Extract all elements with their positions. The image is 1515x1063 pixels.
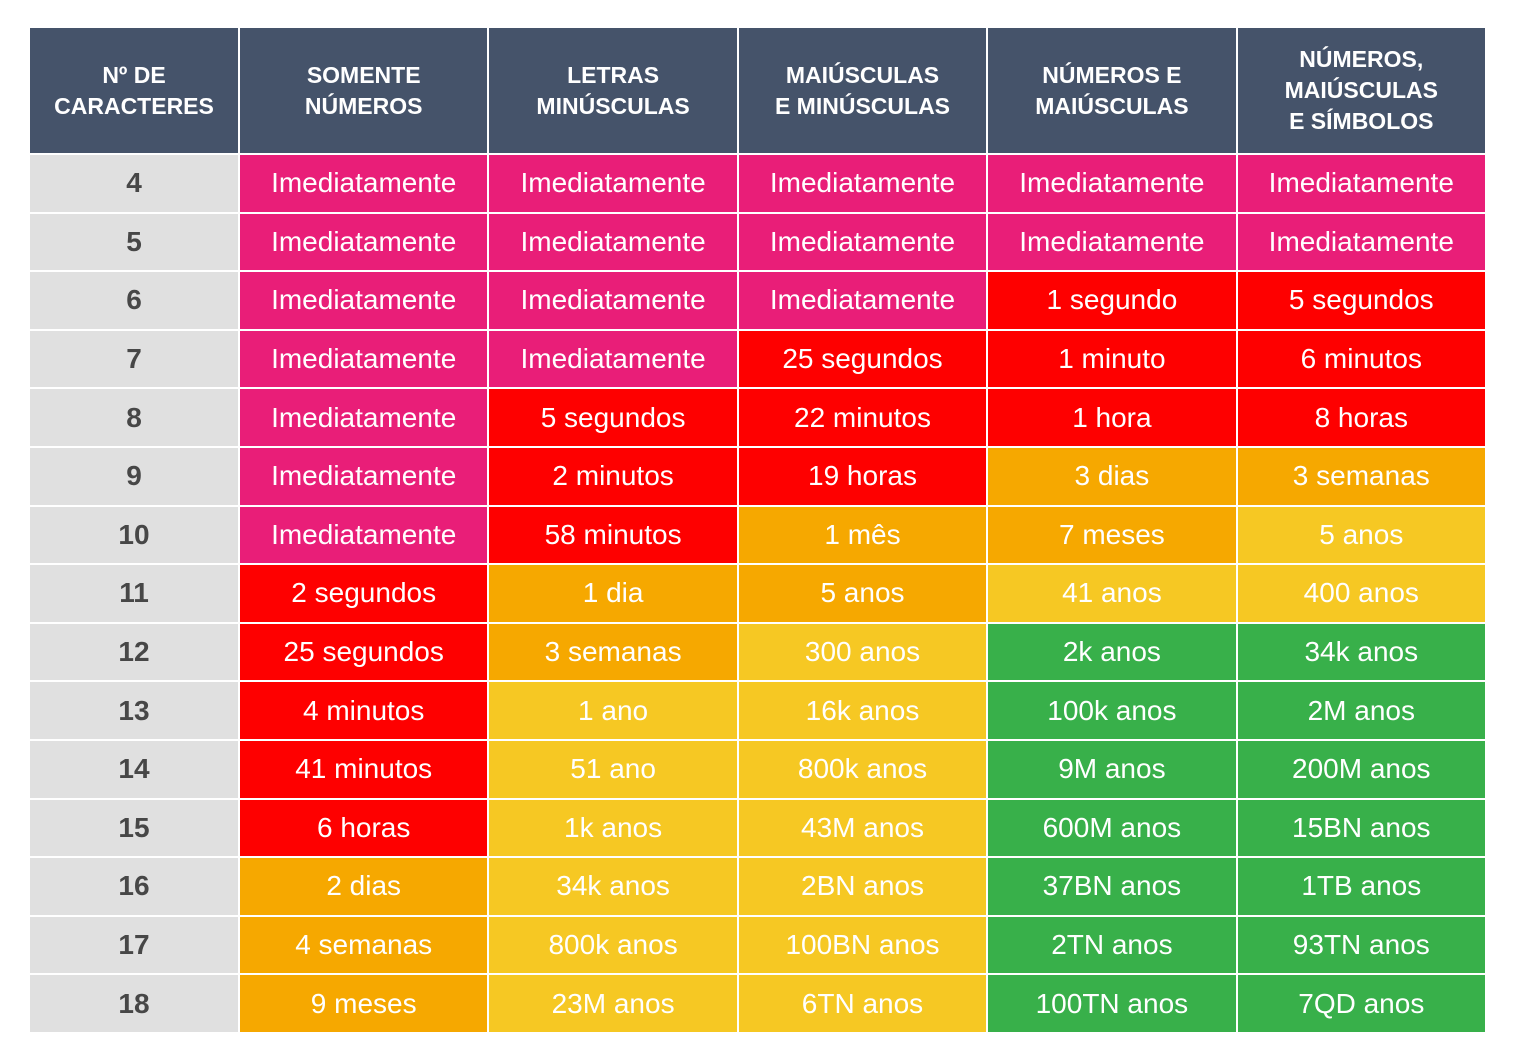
time-cell: Imediatamente [240, 506, 488, 564]
time-cell: 16k anos [738, 682, 987, 739]
time-cell: 7QD anos [1237, 975, 1485, 1032]
time-cell: 51 ano [489, 740, 737, 798]
time-cell: 19 horas [738, 447, 987, 505]
time-cell: 43M anos [738, 799, 987, 857]
password-table: Nº DE CARACTERES SOMENTE NÚMEROS LETRAS MI… [30, 28, 1485, 1032]
time-cell: 800k anos [738, 740, 987, 798]
time-cell: 5 anos [738, 565, 987, 622]
time-cell: 1 mês [738, 506, 987, 564]
time-cell: 23M anos [489, 975, 737, 1032]
time-cell: 22 minutos [738, 389, 987, 446]
time-cell: Imediatamente [240, 155, 488, 212]
time-cell: 34k anos [1237, 623, 1485, 681]
time-cell: 300 anos [738, 623, 987, 681]
time-cell: 4 minutos [240, 682, 488, 739]
time-cell: 7 meses [988, 506, 1236, 564]
time-cell: 3 semanas [1237, 447, 1485, 505]
time-cell: 6 minutos [1237, 330, 1485, 388]
time-cell: 9 meses [240, 975, 488, 1032]
time-cell: 41 anos [988, 565, 1236, 622]
time-cell: 15BN anos [1237, 799, 1485, 857]
time-cell: 100TN anos [988, 975, 1236, 1032]
time-cell: 2 segundos [240, 565, 488, 622]
time-cell: 2BN anos [738, 858, 987, 915]
time-cell: 4 semanas [240, 916, 488, 974]
time-cell: 58 minutos [489, 506, 737, 564]
char-count: 10 [30, 506, 238, 564]
time-cell: Imediatamente [240, 213, 488, 271]
time-cell: Imediatamente [489, 213, 737, 271]
time-cell: 100k anos [988, 682, 1236, 739]
time-cell: 3 dias [988, 447, 1236, 505]
char-count: 11 [30, 565, 238, 622]
time-cell: Imediatamente [240, 330, 488, 388]
time-cell: 2 minutos [489, 447, 737, 505]
time-cell: 34k anos [489, 858, 737, 915]
char-count: 9 [30, 447, 238, 505]
time-cell: 1 minuto [988, 330, 1236, 388]
time-cell: 1 hora [988, 389, 1236, 446]
time-cell: 1 dia [489, 565, 737, 622]
time-cell: 5 segundos [1237, 272, 1485, 329]
header-cell: SOMENTE NÚMEROS [240, 28, 488, 153]
time-cell: 1 ano [489, 682, 737, 739]
time-cell: 400 anos [1237, 565, 1485, 622]
time-cell: Imediatamente [738, 213, 987, 271]
char-count: 4 [30, 155, 238, 212]
char-count: 13 [30, 682, 238, 739]
header-cell: Nº DE CARACTERES [30, 28, 238, 153]
time-cell: 200M anos [1237, 740, 1485, 798]
time-cell: 9M anos [988, 740, 1236, 798]
char-count: 5 [30, 213, 238, 271]
time-cell: 1 segundo [988, 272, 1236, 329]
time-cell: 5 segundos [489, 389, 737, 446]
time-cell: 1k anos [489, 799, 737, 857]
time-cell: Imediatamente [489, 330, 737, 388]
time-cell: 93TN anos [1237, 916, 1485, 974]
time-cell: 1TB anos [1237, 858, 1485, 915]
time-cell: Imediatamente [988, 213, 1236, 271]
time-cell: 800k anos [489, 916, 737, 974]
time-cell: Imediatamente [1237, 213, 1485, 271]
time-cell: 6 horas [240, 799, 488, 857]
char-count: 17 [30, 916, 238, 974]
header-cell: LETRAS MINÚSCULAS [489, 28, 737, 153]
time-cell: Imediatamente [988, 155, 1236, 212]
time-cell: 5 anos [1237, 506, 1485, 564]
time-cell: Imediatamente [489, 155, 737, 212]
char-count: 12 [30, 623, 238, 681]
time-cell: 2M anos [1237, 682, 1485, 739]
time-cell: Imediatamente [240, 447, 488, 505]
time-cell: 600M anos [988, 799, 1236, 857]
time-cell: 100BN anos [738, 916, 987, 974]
time-cell: 41 minutos [240, 740, 488, 798]
char-count: 6 [30, 272, 238, 329]
time-cell: 37BN anos [988, 858, 1236, 915]
header-cell: NÚMEROS, MAIÚSCULAS E SÍMBOLOS [1237, 28, 1485, 153]
time-cell: Imediatamente [1237, 155, 1485, 212]
time-cell: 3 semanas [489, 623, 737, 681]
time-cell: 2 dias [240, 858, 488, 915]
header-cell: NÚMEROS E MAIÚSCULAS [988, 28, 1236, 153]
char-count: 16 [30, 858, 238, 915]
header-cell: MAIÚSCULAS E MINÚSCULAS [738, 28, 987, 153]
time-cell: Imediatamente [240, 389, 488, 446]
time-cell: 2k anos [988, 623, 1236, 681]
time-cell: Imediatamente [240, 272, 488, 329]
char-count: 15 [30, 799, 238, 857]
time-cell: Imediatamente [738, 155, 987, 212]
char-count: 8 [30, 389, 238, 446]
time-cell: 2TN anos [988, 916, 1236, 974]
char-count: 18 [30, 975, 238, 1032]
time-cell: Imediatamente [738, 272, 987, 329]
time-cell: 25 segundos [240, 623, 488, 681]
time-cell: 6TN anos [738, 975, 987, 1032]
char-count: 14 [30, 740, 238, 798]
time-cell: 25 segundos [738, 330, 987, 388]
time-cell: 8 horas [1237, 389, 1485, 446]
time-cell: Imediatamente [489, 272, 737, 329]
char-count: 7 [30, 330, 238, 388]
